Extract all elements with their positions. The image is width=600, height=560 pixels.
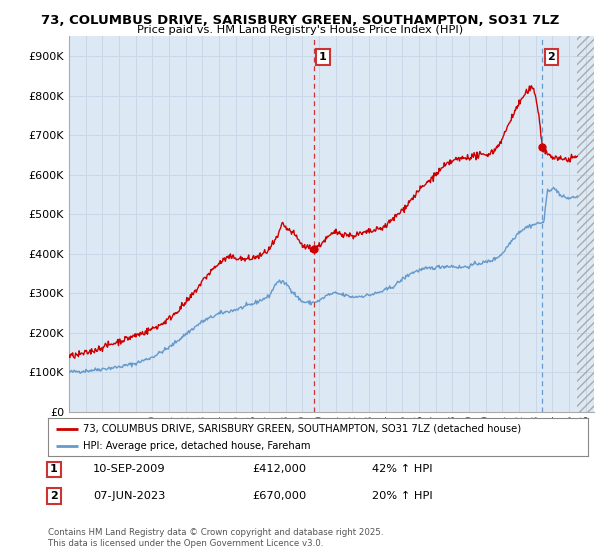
Text: 42% ↑ HPI: 42% ↑ HPI [372,464,433,474]
Text: 2: 2 [547,52,555,62]
Text: 73, COLUMBUS DRIVE, SARISBURY GREEN, SOUTHAMPTON, SO31 7LZ: 73, COLUMBUS DRIVE, SARISBURY GREEN, SOU… [41,14,559,27]
Text: Price paid vs. HM Land Registry's House Price Index (HPI): Price paid vs. HM Land Registry's House … [137,25,463,35]
Text: 1: 1 [50,464,58,474]
Text: £412,000: £412,000 [252,464,306,474]
Text: 07-JUN-2023: 07-JUN-2023 [93,491,166,501]
Text: HPI: Average price, detached house, Fareham: HPI: Average price, detached house, Fare… [83,441,311,451]
Text: 10-SEP-2009: 10-SEP-2009 [93,464,166,474]
Bar [577,36,594,412]
Text: £670,000: £670,000 [252,491,306,501]
Text: 73, COLUMBUS DRIVE, SARISBURY GREEN, SOUTHAMPTON, SO31 7LZ (detached house): 73, COLUMBUS DRIVE, SARISBURY GREEN, SOU… [83,423,521,433]
Text: 20% ↑ HPI: 20% ↑ HPI [372,491,433,501]
Text: 2: 2 [50,491,58,501]
Text: 1: 1 [319,52,327,62]
Text: Contains HM Land Registry data © Crown copyright and database right 2025.
This d: Contains HM Land Registry data © Crown c… [48,528,383,548]
